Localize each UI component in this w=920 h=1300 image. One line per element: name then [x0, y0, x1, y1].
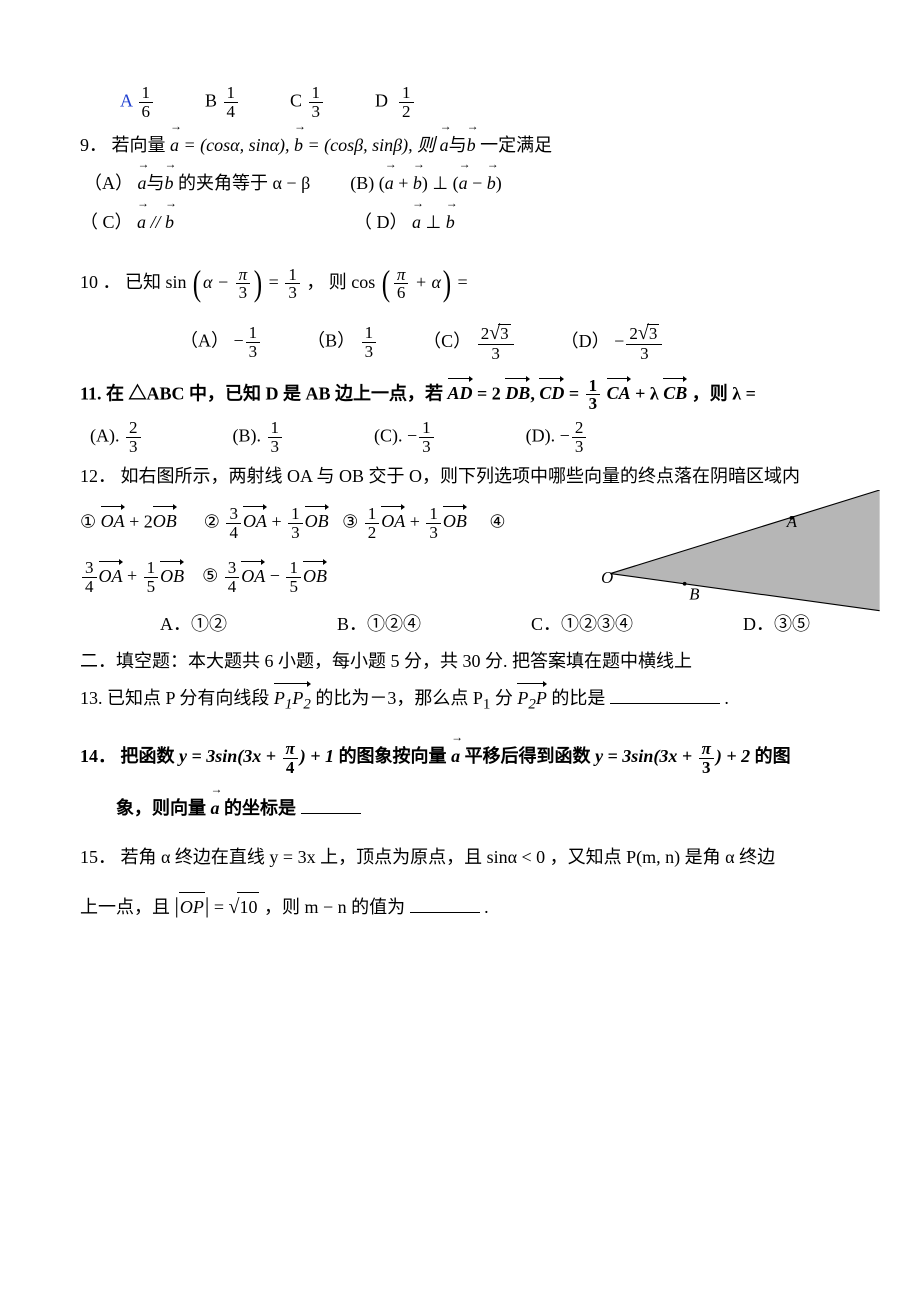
vector-DB-icon: DB	[505, 377, 530, 408]
vector-CD-icon: CD	[539, 377, 564, 408]
q9-choice-D: （ D） a ⊥ b	[354, 204, 455, 237]
q12-number: 12．	[80, 466, 116, 486]
q14-line2: 象，则向量 a 的坐标是	[116, 790, 860, 823]
q15-line2: 上一点，且 |OP| = √10 ，则 m − n 的值为 .	[80, 888, 860, 923]
vector-b-icon: b	[294, 127, 303, 160]
q10-choice-C: （C） 2√33	[423, 323, 516, 363]
q9-prefix: 若向量	[112, 135, 166, 155]
q12-figure: O A B	[590, 490, 900, 620]
q8-A-label: A	[120, 90, 132, 110]
vector-CB-icon: CB	[663, 377, 687, 408]
q11-choice-A: (A). 23	[90, 419, 143, 456]
q13-number: 13.	[80, 688, 103, 708]
q12-options-line2: 34OA + 15OB ⑤ 34OA − 15OB	[80, 559, 600, 596]
section2-heading: 二．填空题：本大题共 6 小题，每小题 5 分，共 30 分. 把答案填在题中横…	[80, 647, 860, 676]
q11-choices: (A). 23 (B). 13 (C). −13 (D). −23	[90, 419, 860, 456]
blank-input[interactable]	[301, 795, 361, 814]
vector-a-icon: a	[211, 790, 220, 823]
figure-label-O: O	[601, 568, 613, 587]
segment-P2P-icon: P2P	[517, 682, 547, 717]
q11-choice-D: (D). −23	[526, 419, 589, 456]
q9-choice-C: （ C） a // b	[80, 204, 174, 237]
q10-choices: （A） −13 （B） 13 （C） 2√33 （D） −2√33	[180, 323, 860, 363]
q8-choice-C: C 13	[290, 84, 325, 121]
q9-b-def: = (cosβ, sinβ), 则	[308, 135, 436, 155]
segment-OP-icon: OP	[179, 892, 205, 922]
q10-stem: 10 ． 已知 sin (α − π3) = 13 ， 则 cos (π6 + …	[80, 255, 860, 313]
figure-label-A: A	[786, 512, 798, 531]
q9-stem: 9． 若向量 a = (cosα, sinα), b = (cosβ, sinβ…	[80, 127, 860, 160]
q8-choice-A: A 16	[120, 84, 155, 121]
vector-AD-icon: AD	[448, 377, 473, 408]
q11-number: 11.	[80, 383, 102, 403]
vector-a-icon: a	[451, 738, 460, 771]
q11-stem: 11. 在 △ABC 中，已知 D 是 AB 边上一点，若 AD = 2 DB,…	[80, 377, 860, 414]
q12-ans-B: B．①②④	[337, 610, 421, 639]
q10-choice-D: （D） −2√33	[561, 323, 665, 363]
q8-B-label: B	[205, 90, 217, 110]
q9-tail: 一定满足	[480, 135, 552, 155]
q9-number: 9．	[80, 135, 107, 155]
q8-choice-B: B 14	[205, 84, 240, 121]
q9-choice-A: （A） a与b 的夹角等于 α − β	[84, 165, 310, 198]
q10-choice-B: （B） 13	[307, 324, 378, 361]
vector-a-icon: a	[440, 127, 449, 160]
q9-choices-row2: （ C） a // b （ D） a ⊥ b	[80, 204, 860, 237]
q11-choice-B: (B). 13	[233, 419, 285, 456]
q10-choice-A: （A） −13	[180, 324, 262, 361]
blank-input[interactable]	[610, 685, 720, 704]
q12: 12． 如右图所示，两射线 OA 与 OB 交于 O，则下列选项中哪些向量的终点…	[80, 462, 860, 596]
q15-line1: 15． 若角 α 终边在直线 y = 3x 上，顶点为原点，且 sinα < 0…	[80, 843, 860, 872]
q10-prefix: 已知 sin	[125, 272, 187, 292]
q8-choice-D: D 12	[375, 84, 416, 121]
figure-label-B: B	[689, 584, 699, 603]
q12-stem: 12． 如右图所示，两射线 OA 与 OB 交于 O，则下列选项中哪些向量的终点…	[80, 462, 860, 491]
blank-input[interactable]	[410, 894, 480, 913]
q14-number: 14．	[80, 746, 116, 766]
q10-number: 10 ．	[80, 272, 121, 292]
vector-CA-icon: CA	[607, 377, 631, 408]
q14-line1: 14． 把函数 y = 3sin(3x + π4) + 1 的图象按向量 a 平…	[80, 738, 860, 776]
q12-options-line1: ① OA + 2OB ② 34OA + 13OB ③ 12OA + 13OB ④	[80, 505, 600, 542]
q15-number: 15．	[80, 847, 116, 867]
q9-choice-B: (B) (a + b) ⊥ (a − b)	[350, 165, 501, 198]
q9-choices-row1: （A） a与b 的夹角等于 α − β (B) (a + b) ⊥ (a − b…	[84, 165, 860, 198]
segment-P1P2-icon: P1P2	[274, 682, 311, 717]
q9-a-def: = (cosα, sinα),	[184, 135, 295, 155]
q12-ans-A: A．①②	[160, 610, 227, 639]
q8-choices-row: A 16 B 14 C 13 D 12	[120, 84, 860, 121]
q13: 13. 已知点 P 分有向线段 P1P2 的比为－3，那么点 P1 分 P2P …	[80, 682, 860, 717]
q11-choice-C: (C). −13	[374, 419, 436, 456]
q8-D-label: D	[375, 90, 388, 110]
q8-C-label: C	[290, 90, 302, 110]
